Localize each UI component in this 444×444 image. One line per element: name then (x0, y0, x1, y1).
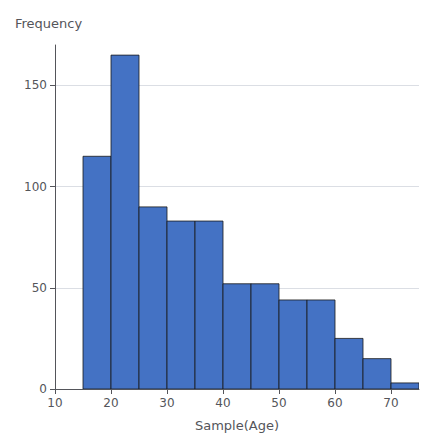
svg-text:20: 20 (103, 396, 118, 410)
svg-text:60: 60 (327, 396, 342, 410)
svg-text:30: 30 (159, 396, 174, 410)
svg-text:70: 70 (383, 396, 398, 410)
svg-text:100: 100 (24, 180, 47, 194)
svg-text:150: 150 (24, 78, 47, 92)
svg-text:50: 50 (271, 396, 286, 410)
svg-text:40: 40 (215, 396, 230, 410)
svg-text:10: 10 (47, 396, 62, 410)
svg-text:50: 50 (32, 281, 47, 295)
svg-text:Sample(Age): Sample(Age) (195, 418, 279, 433)
svg-text:0: 0 (39, 382, 47, 396)
svg-text:Frequency: Frequency (15, 16, 82, 31)
